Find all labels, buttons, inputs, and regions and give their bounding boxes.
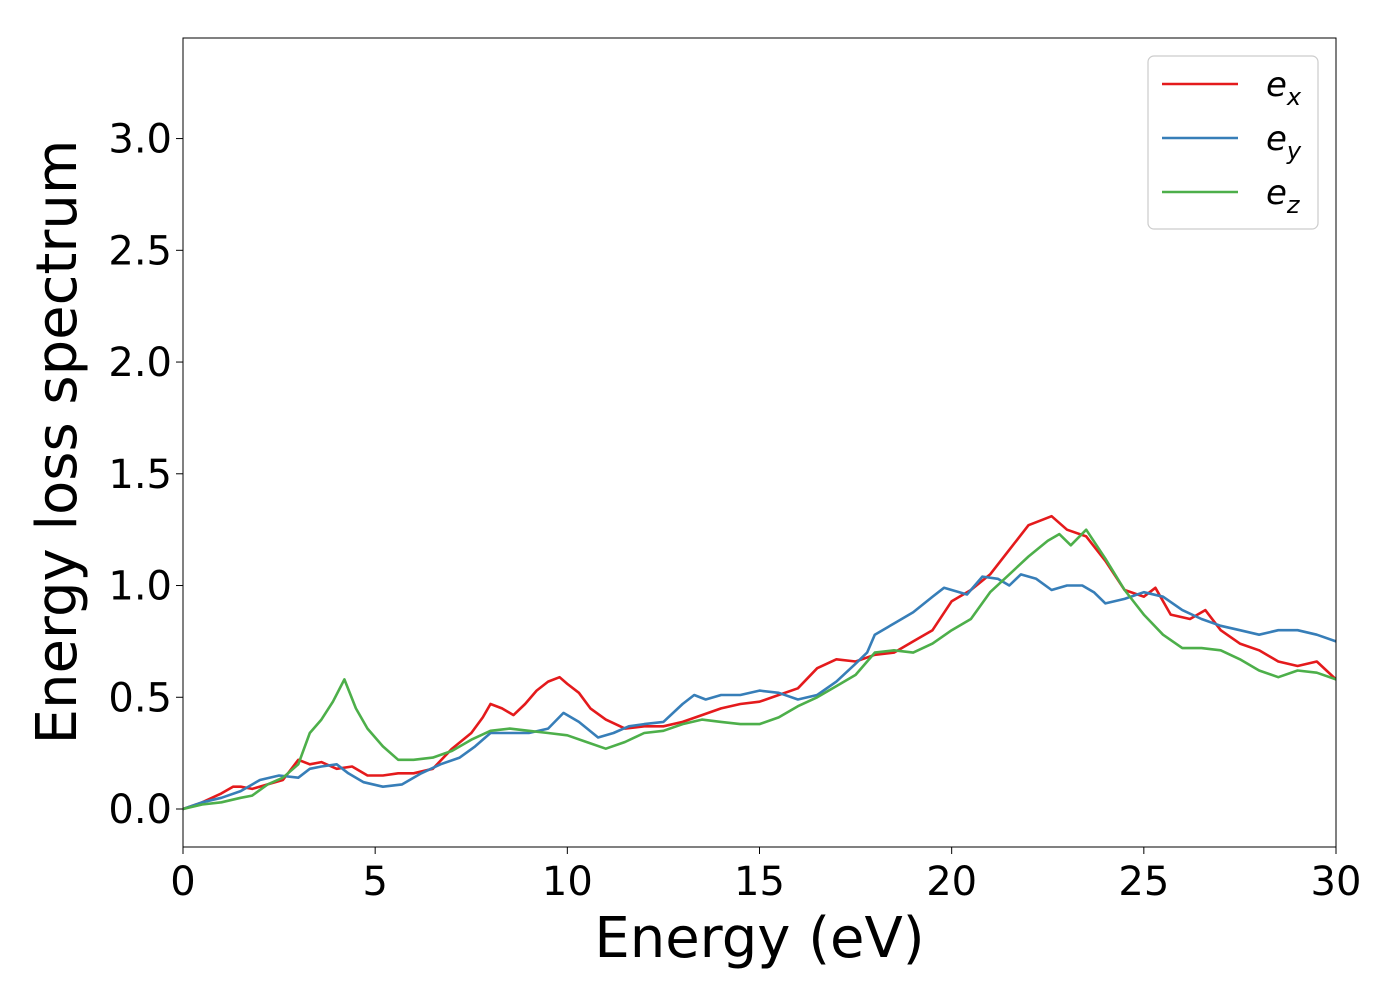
legend-label-base: e <box>1266 119 1287 159</box>
x-tick-label: 10 <box>542 859 593 905</box>
legend-label-y: ey <box>1266 119 1302 165</box>
x-tick-label: 20 <box>926 859 977 905</box>
x-tick-label: 30 <box>1311 859 1362 905</box>
x-tick-label: 25 <box>1118 859 1169 905</box>
x-tick-label: 15 <box>734 859 785 905</box>
y-tick-label: 1.0 <box>108 564 172 610</box>
legend-label-subscript: y <box>1286 137 1302 165</box>
legend-label-base: e <box>1266 65 1287 105</box>
x-tick-label: 5 <box>362 859 387 905</box>
x-axis-label: Energy (eV) <box>594 906 924 971</box>
legend-label-subscript: x <box>1286 83 1302 111</box>
y-axis-label: Energy loss spectrum <box>25 140 90 745</box>
legend-label-base: e <box>1266 173 1287 213</box>
y-tick-label: 2.5 <box>108 228 172 274</box>
legend-frame <box>1147 55 1319 230</box>
y-tick-label: 1.5 <box>108 452 172 498</box>
x-tick-label: 0 <box>170 859 195 905</box>
legend-label-x: ex <box>1266 65 1302 111</box>
series-line-x <box>183 514 1336 811</box>
legend-label-subscript: z <box>1286 191 1301 219</box>
series-line-y <box>183 573 1336 811</box>
y-tick-label: 0.0 <box>108 787 172 833</box>
legend-label-z: ez <box>1266 173 1301 219</box>
y-tick-label: 2.0 <box>108 340 172 386</box>
series-line-z <box>183 528 1336 811</box>
plot-area <box>183 38 1336 847</box>
y-tick-label: 3.0 <box>108 117 172 163</box>
y-tick-label: 0.5 <box>108 675 172 721</box>
